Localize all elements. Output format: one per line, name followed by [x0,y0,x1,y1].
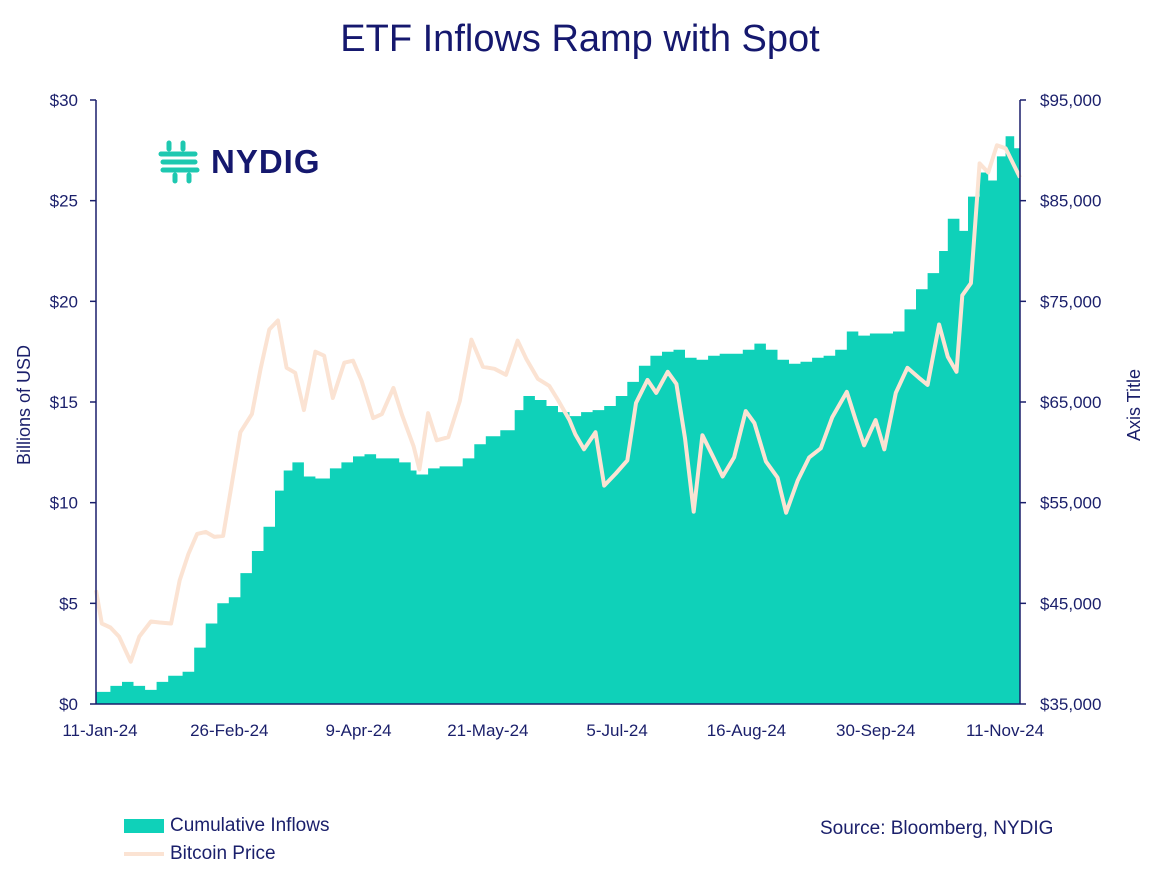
y-tick-label-right: $85,000 [1040,192,1101,211]
x-tick-label: 5-Jul-24 [586,721,647,740]
x-tick-label: 26-Feb-24 [190,721,268,740]
axes [90,99,1026,705]
legend-swatch-inflows [124,819,164,833]
y-tick-label-right: $95,000 [1040,91,1101,110]
y-axis-right-title: Axis Title [1124,369,1144,441]
tick-labels: $0 $5 $10 $15 $20 $25 $30 $35,000 $45,000 $55,000… [50,91,1102,740]
inflows-area-layer [96,136,1020,704]
x-tick-label: 30-Sep-24 [836,721,915,740]
legend-label-inflows: Cumulative Inflows [170,815,330,836]
y-tick-label-left: $30 [50,91,78,110]
nydig-logo: NYDIG [155,140,321,184]
y-tick-label-left: $15 [50,393,78,412]
logo-text: NYDIG [211,143,321,180]
y-tick-label-left: $0 [59,695,78,714]
y-tick-label-right: $65,000 [1040,393,1101,412]
x-tick-label: 11-Nov-24 [966,721,1044,740]
y-axis-left-title: Billions of USD [14,345,34,465]
bitcoin-price-line [94,143,1022,664]
x-tick-label: 21-May-24 [447,721,528,740]
y-tick-label-left: $25 [50,192,78,211]
x-tick-label: 11-Jan-24 [62,721,137,740]
legend-item-price: Bitcoin Price [124,843,276,865]
legend-label-price: Bitcoin Price [170,843,276,864]
legend-swatch-price [124,852,164,856]
y-tick-label-left: $20 [50,292,78,311]
y-tick-label-right: $45,000 [1040,594,1101,613]
x-tick-label: 16-Aug-24 [707,721,786,740]
y-tick-label-right: $55,000 [1040,494,1101,513]
nydig-logo-icon [158,140,200,184]
legend-item-inflows: Cumulative Inflows [124,815,329,837]
y-tick-label-right: $35,000 [1040,695,1101,714]
price-line-layer [94,143,1022,664]
y-tick-label-left: $10 [50,494,78,513]
y-tick-label-left: $5 [59,594,78,613]
chart-title: ETF Inflows Ramp with Spot [340,18,820,60]
cumulative-inflows-area [96,136,1020,704]
x-tick-label: 9-Apr-24 [326,721,392,740]
source-note: Source: Bloomberg, NYDIG [820,818,1054,839]
y-tick-label-right: $75,000 [1040,292,1101,311]
